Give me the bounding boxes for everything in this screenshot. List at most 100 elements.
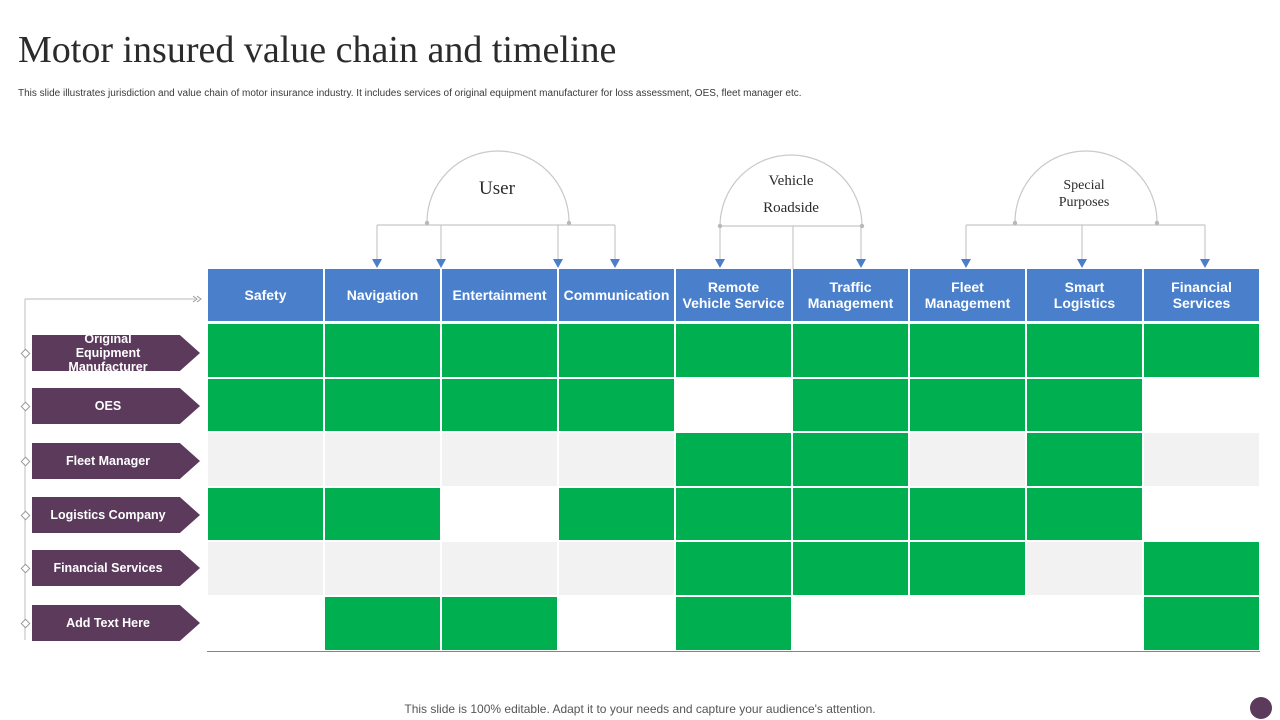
matrix-cell-r6-c4-inactive bbox=[559, 597, 674, 650]
matrix-cell-r4-c9-inactive bbox=[1144, 487, 1259, 541]
matrix-cell-r5-c8-inactive bbox=[1027, 542, 1142, 595]
column-header-remote-vehicle-service: Remote Vehicle Service bbox=[676, 269, 791, 321]
junction-dot bbox=[424, 220, 430, 226]
arrow-down-icon bbox=[856, 259, 866, 268]
column-header-line: Smart bbox=[1064, 279, 1105, 295]
arc-vehicle-roadside bbox=[719, 154, 863, 227]
column-header-text: Smart Logistics bbox=[1054, 279, 1115, 311]
matrix-cell-r4-c5-active bbox=[676, 487, 791, 541]
matrix-cell-r5-c7-active bbox=[910, 542, 1025, 595]
junction-dot bbox=[859, 223, 865, 229]
matrix-cell-r4-c4-active bbox=[559, 487, 674, 541]
matrix-cell-r3-c5-active bbox=[676, 433, 791, 486]
junction-dot bbox=[1154, 220, 1160, 226]
group-label-vehicle-roadside: Vehicle Roadside bbox=[731, 168, 851, 222]
row-label-text: Add Text Here bbox=[66, 616, 150, 630]
row-label-text: Fleet Manager bbox=[66, 454, 150, 468]
arc-user bbox=[426, 150, 570, 223]
column-header-safety: Safety bbox=[208, 269, 323, 321]
matrix-cell-r2-c4-active bbox=[559, 378, 674, 432]
arc-special-purposes bbox=[1014, 150, 1158, 223]
matrix-cell-r5-c2-inactive bbox=[325, 542, 440, 595]
column-header-line: Safety bbox=[244, 287, 287, 303]
column-header-line: Management bbox=[807, 295, 894, 311]
column-header-communication: Communication bbox=[559, 269, 674, 321]
column-header-line: Logistics bbox=[1053, 295, 1116, 311]
junction-dot bbox=[1012, 220, 1018, 226]
column-header-entertainment: Entertainment bbox=[442, 269, 557, 321]
row-label-original-equipment-manufacturer: Original Equipment Manufacturer bbox=[32, 335, 200, 371]
matrix-cell-r2-c3-active bbox=[442, 378, 557, 432]
column-header-text: Traffic Management bbox=[808, 279, 894, 311]
matrix-cell-r3-c3-inactive bbox=[442, 433, 557, 486]
page-subtitle: This slide illustrates jurisdiction and … bbox=[18, 88, 802, 99]
row-label-line: Fleet Manager bbox=[65, 454, 151, 468]
page-title: Motor insured value chain and timeline bbox=[18, 29, 617, 71]
column-header-line: Vehicle Service bbox=[682, 295, 785, 311]
matrix-cell-r3-c8-active bbox=[1027, 433, 1142, 486]
arrow-down-icon bbox=[436, 259, 446, 268]
row-label-text: Financial Services bbox=[53, 561, 162, 575]
column-header-navigation: Navigation bbox=[325, 269, 440, 321]
column-header-traffic-management: Traffic Management bbox=[793, 269, 908, 321]
group-label-line: Purposes bbox=[1058, 195, 1110, 210]
double-chevron-right-icon bbox=[192, 295, 202, 303]
matrix-cell-r3-c2-inactive bbox=[325, 433, 440, 486]
arrow-down-icon bbox=[1077, 259, 1087, 268]
matrix-cell-r5-c9-active bbox=[1144, 542, 1259, 595]
matrix-cell-r1-c6-active bbox=[793, 324, 908, 377]
matrix-cell-r6-c1-inactive bbox=[208, 597, 323, 650]
row-label-line: Financial Services bbox=[53, 561, 163, 575]
matrix-cell-r2-c6-active bbox=[793, 378, 908, 432]
column-header-line: Services bbox=[1172, 295, 1231, 311]
matrix-cell-r6-c5-active bbox=[676, 597, 791, 650]
matrix-cell-r5-c1-inactive bbox=[208, 542, 323, 595]
matrix-cell-r3-c9-inactive bbox=[1144, 433, 1259, 486]
column-header-line: Communication bbox=[563, 287, 670, 303]
column-header-line: Traffic bbox=[829, 279, 872, 295]
matrix-cell-r5-c4-inactive bbox=[559, 542, 674, 595]
column-header-text: Fleet Management bbox=[925, 279, 1011, 311]
matrix-cell-r1-c4-active bbox=[559, 324, 674, 377]
row-label-line: Original bbox=[84, 332, 132, 346]
matrix-cell-r1-c8-active bbox=[1027, 324, 1142, 377]
column-header-line: Fleet bbox=[951, 279, 984, 295]
matrix-cell-r4-c3-inactive bbox=[442, 487, 557, 541]
matrix-cell-r4-c7-active bbox=[910, 487, 1025, 541]
matrix-cell-r5-c6-active bbox=[793, 542, 908, 595]
column-header-line: Management bbox=[924, 295, 1011, 311]
matrix-cell-r5-c5-active bbox=[676, 542, 791, 595]
row-label-logistics-company: Logistics Company bbox=[32, 497, 200, 533]
arrow-down-icon bbox=[553, 259, 563, 268]
arrow-down-icon bbox=[961, 259, 971, 268]
matrix-cell-r1-c5-active bbox=[676, 324, 791, 377]
column-header-line: Remote bbox=[707, 279, 760, 295]
matrix-cell-r5-c3-inactive bbox=[442, 542, 557, 595]
matrix-cell-r4-c8-active bbox=[1027, 487, 1142, 541]
matrix-cell-r3-c4-inactive bbox=[559, 433, 674, 486]
matrix-cell-r2-c2-active bbox=[325, 378, 440, 432]
column-header-text: Financial Services bbox=[1171, 279, 1232, 311]
matrix-cell-r2-c7-active bbox=[910, 378, 1025, 432]
row-label-text: OES bbox=[95, 399, 121, 413]
group-label-line: Special bbox=[1063, 178, 1105, 193]
slide-marker-dot bbox=[1250, 697, 1272, 719]
group-label-special-purposes: Special Purposes bbox=[1026, 177, 1142, 211]
matrix-cell-r1-c1-active bbox=[208, 324, 323, 377]
matrix-cell-r3-c7-inactive bbox=[910, 433, 1025, 486]
matrix-cell-r6-c2-active bbox=[325, 597, 440, 650]
row-label-line: OES bbox=[94, 399, 122, 413]
junction-dot bbox=[566, 220, 572, 226]
column-header-financial-services: Financial Services bbox=[1144, 269, 1259, 321]
column-header-text: Navigation bbox=[347, 287, 419, 303]
arrow-down-icon bbox=[372, 259, 382, 268]
column-header-text: Remote Vehicle Service bbox=[683, 279, 785, 311]
matrix-cell-r3-c6-active bbox=[793, 433, 908, 486]
matrix-cell-r6-c3-active bbox=[442, 597, 557, 650]
group-label-line: User bbox=[479, 178, 515, 199]
row-label-text: Original Equipment Manufacturer bbox=[36, 332, 180, 371]
matrix-cell-r2-c1-active bbox=[208, 378, 323, 432]
column-header-line: Navigation bbox=[346, 287, 419, 303]
matrix-cell-r4-c6-active bbox=[793, 487, 908, 541]
